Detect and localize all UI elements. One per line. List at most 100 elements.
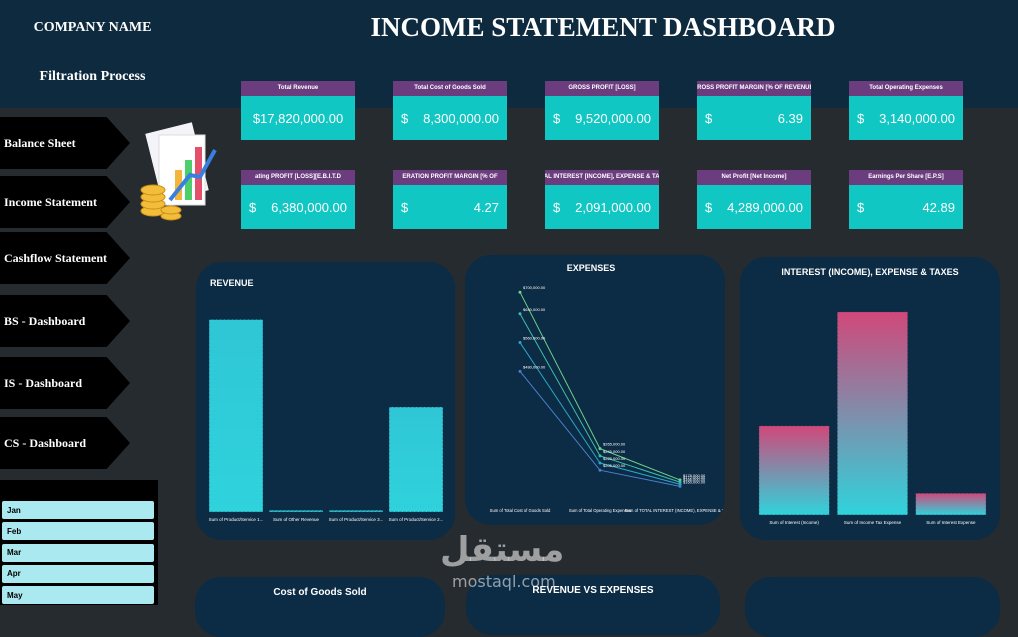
data-label: $178,000.00 (683, 473, 706, 478)
panel: EXPENSES Sum of Total Cost of Goods Sold S… (465, 255, 725, 525)
panel: REVENUE Sum of Product/Service 1... Sum of… (196, 262, 455, 540)
watermark: mostaql.com (452, 572, 556, 591)
x-tick-label: Sum of Product/Service 1... (209, 517, 264, 522)
kpi-currency: $ (705, 110, 713, 126)
kpi-card: Total Operating Expenses $3,140,000.00 (849, 81, 963, 140)
point (678, 480, 682, 484)
kpi-value: $3,140,000.00 (849, 96, 963, 140)
data-label: $205,000.00 (603, 463, 626, 468)
kpi-title: ating PROFIT [LOSS][E.B.I.T.D (241, 170, 355, 185)
point (518, 369, 522, 373)
kpi-amount: $17,820,000.00 (252, 110, 344, 126)
x-tick-label: Sum of Income Tax Expense (844, 520, 902, 525)
bar (208, 319, 264, 513)
kpi-value: $4,289,000.00 (697, 185, 811, 229)
kpi-card: GROSS PROFIT [LOSS] $9,520,000.00 (545, 81, 659, 140)
kpi-currency: $ (249, 199, 257, 215)
bar-icon (195, 147, 202, 200)
data-label: $560,000.00 (523, 336, 546, 341)
kpi-currency: $ (857, 110, 865, 126)
x-tick-label: Sum of Other Revenue (273, 517, 320, 522)
kpi-title: Total Cost of Goods Sold (393, 81, 507, 96)
nav-button[interactable]: CS - Dashboard (0, 417, 130, 469)
bar (268, 510, 324, 513)
bar (328, 510, 384, 513)
kpi-value: $6,380,000.00 (241, 185, 355, 229)
panel: INTEREST (INCOME), EXPENSE & TAXES Sum of… (740, 257, 1000, 540)
chart-title: REVENUE (210, 278, 254, 288)
chart: REVENUE Sum of Product/Service 1... Sum of… (208, 278, 444, 522)
kpi-amount: 4.27 (473, 199, 499, 215)
chart-title: EXPENSES (567, 263, 616, 273)
header-band (0, 0, 1018, 108)
data-label: $160,000.00 (683, 479, 706, 484)
kpi-value: $6.39 (697, 96, 811, 140)
x-tick-label: Sum of Interest Expense (926, 520, 976, 525)
coins (140, 184, 182, 221)
nav-button[interactable]: Income Statement (0, 176, 130, 228)
month-item[interactable]: May (2, 586, 154, 605)
x-tick-label: Sum of Product/Service 2... (389, 517, 444, 522)
kpi-title: Earnings Per Share [E.P.S] (849, 170, 963, 185)
month-item[interactable]: Feb (2, 522, 154, 541)
panel-title: REVENUE VS EXPENSES (532, 585, 654, 596)
chart: INTEREST (INCOME), EXPENSE & TAXES Sum of… (758, 267, 987, 525)
kpi-currency: $ (553, 199, 561, 215)
kpi-title: Net Profit [Net Income] (697, 170, 811, 185)
x-tick-label: Sum of Total Cost of Goods Sold (490, 508, 551, 513)
kpi-card: ERATION PROFIT MARGIN [% OF $4.27 (393, 170, 507, 229)
point (598, 468, 602, 472)
kpi-value: $4.27 (393, 185, 507, 229)
arrow-icon (168, 149, 217, 202)
kpi-card: Net Profit [Net Income] $4,289,000.00 (697, 170, 811, 229)
kpi-value: $8,300,000.00 (393, 96, 507, 140)
data-label: $640,000.00 (523, 307, 546, 312)
nav-button[interactable]: BS - Dashboard (0, 295, 130, 347)
point (678, 478, 682, 482)
kpi-amount: 9,520,000.00 (575, 110, 651, 126)
data-label: $480,000.00 (523, 364, 546, 369)
report-illustration (140, 122, 217, 221)
month-item[interactable]: Jan (2, 501, 154, 519)
kpi-currency: $ (857, 199, 865, 215)
lower-panel (745, 577, 1000, 637)
kpi-amount: 3,140,000.00 (879, 110, 955, 126)
x-tick-label: Sum of TOTAL INTEREST (INCOME), EXPENSE … (625, 508, 725, 513)
x-tick-label: Sum of Product/Service 3... (329, 517, 384, 522)
bar-icon (175, 170, 182, 200)
kpi-card: TOTAL INTEREST [INCOME], EXPENSE & TAXES… (545, 170, 659, 229)
kpi-title: Total Revenue (241, 81, 355, 96)
x-tick-label: Sum of Total Operating Expenses (569, 508, 631, 513)
nav-button[interactable]: Cashflow Statement (0, 232, 130, 284)
data-label: $172,000.00 (683, 475, 706, 480)
nav-button[interactable]: Balance Sheet (0, 117, 130, 169)
point (518, 341, 522, 345)
subtitle: Filtration Process (39, 69, 146, 84)
kpi-value: $42.89 (849, 185, 963, 229)
kpi-title: GROSS PROFIT MARGIN [% OF REVENUE] (697, 81, 811, 96)
kpi-card: ating PROFIT [LOSS][E.B.I.T.D $6,380,000.… (241, 170, 355, 229)
month-item[interactable]: Mar (2, 543, 154, 562)
kpi-amount: 2,091,000.00 (575, 199, 651, 215)
kpi-amount: 42.89 (922, 199, 955, 215)
kpi-value: $9,520,000.00 (545, 96, 659, 140)
company-name: COMPANY NAME (33, 20, 152, 35)
chart: EXPENSES Sum of Total Cost of Goods Sold S… (490, 263, 725, 513)
month-item[interactable]: Apr (2, 564, 154, 583)
kpi-amount: 6,380,000.00 (271, 199, 347, 215)
data-label: $700,000.00 (523, 285, 546, 290)
kpi-value: $2,091,000.00 (545, 185, 659, 229)
kpi-card: Earnings Per Share [E.P.S] $42.89 (849, 170, 963, 229)
dashboard-title: INCOME STATEMENT DASHBOARD (370, 12, 836, 42)
bar (837, 311, 908, 516)
data-label: $166,000.00 (683, 477, 706, 482)
kpi-card: Total Cost of Goods Sold $8,300,000.00 (393, 81, 507, 140)
kpi-value: $17,820,000.00 (241, 96, 355, 140)
kpi-title: GROSS PROFIT [LOSS] (545, 81, 659, 96)
chart-title: INTEREST (INCOME), EXPENSE & TAXES (781, 267, 958, 277)
kpi-currency: $ (401, 110, 409, 126)
data-label: $225,000.00 (603, 456, 626, 461)
line (519, 291, 681, 481)
nav-button[interactable]: IS - Dashboard (0, 357, 130, 409)
x-tick-label: Sum of Interest (Income) (769, 520, 819, 525)
